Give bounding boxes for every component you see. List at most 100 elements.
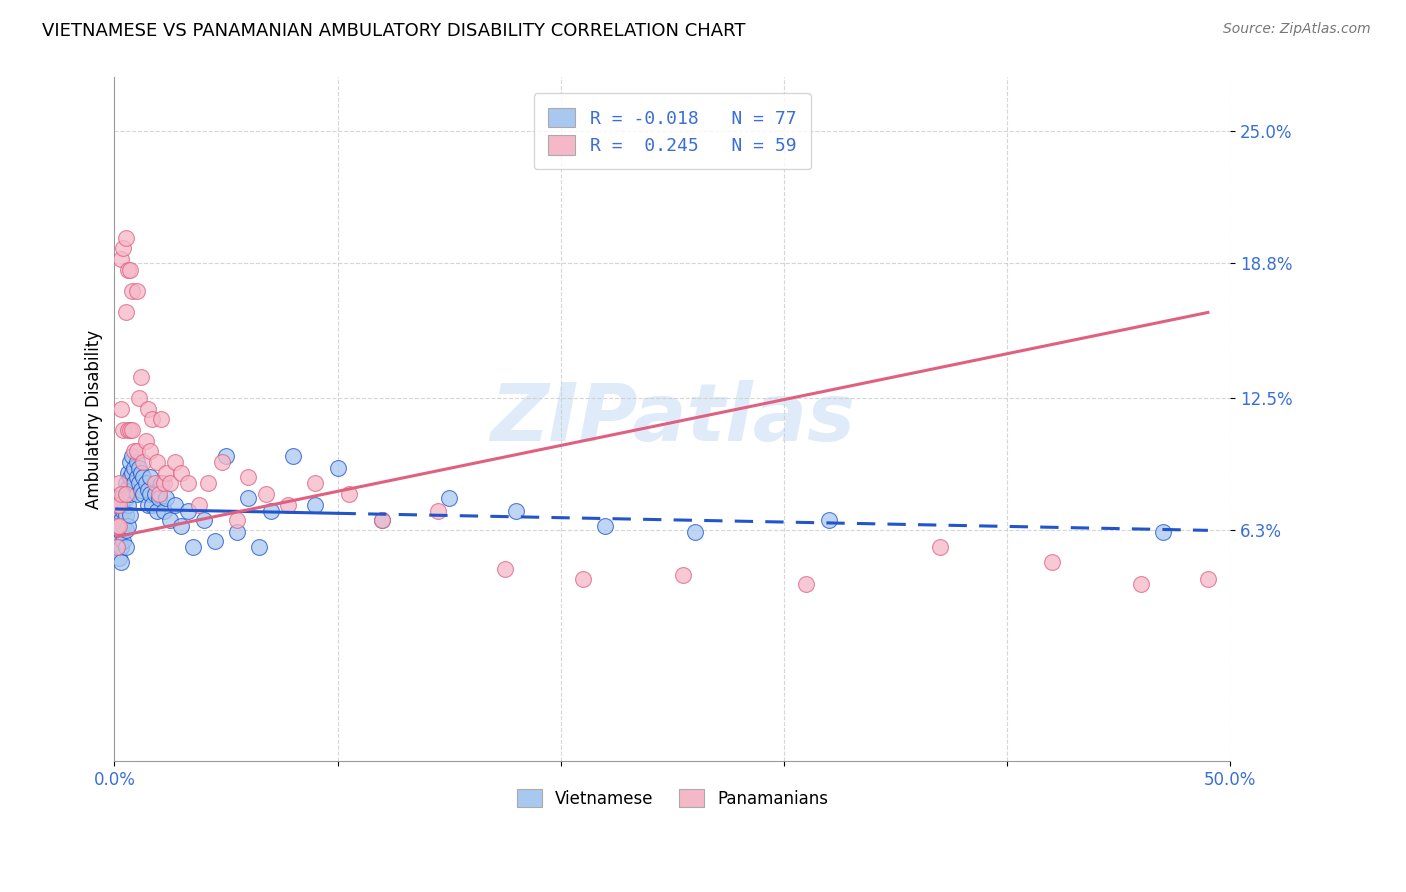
Point xyxy=(683,525,706,540)
Point xyxy=(249,541,271,555)
Point xyxy=(1040,555,1063,569)
Point xyxy=(150,412,173,426)
Point xyxy=(226,513,249,527)
Point xyxy=(118,470,141,484)
Point xyxy=(277,498,299,512)
Point xyxy=(136,498,159,512)
Point xyxy=(672,568,695,582)
Point xyxy=(193,513,215,527)
Point xyxy=(110,487,132,501)
Point xyxy=(118,487,141,501)
Point xyxy=(105,530,128,544)
Point xyxy=(117,423,139,437)
Point xyxy=(114,487,136,501)
Point xyxy=(129,483,152,497)
Point xyxy=(136,483,159,497)
Point xyxy=(112,423,135,437)
Point xyxy=(117,498,139,512)
Point xyxy=(163,498,186,512)
Point xyxy=(105,498,128,512)
Point xyxy=(177,504,200,518)
Point xyxy=(128,476,150,491)
Point xyxy=(117,262,139,277)
Point xyxy=(139,487,162,501)
Y-axis label: Ambulatory Disability: Ambulatory Disability xyxy=(86,330,103,508)
Point xyxy=(238,491,260,506)
Point xyxy=(108,476,131,491)
Text: VIETNAMESE VS PANAMANIAN AMBULATORY DISABILITY CORRELATION CHART: VIETNAMESE VS PANAMANIAN AMBULATORY DISA… xyxy=(42,22,745,40)
Point xyxy=(259,504,281,518)
Point xyxy=(177,476,200,491)
Point xyxy=(238,470,260,484)
Point xyxy=(170,519,193,533)
Point xyxy=(112,241,135,255)
Point xyxy=(337,487,360,501)
Point xyxy=(159,513,181,527)
Point xyxy=(114,305,136,319)
Point xyxy=(108,498,131,512)
Point xyxy=(114,230,136,244)
Point xyxy=(110,541,132,555)
Point xyxy=(105,541,128,555)
Point xyxy=(304,498,326,512)
Point xyxy=(125,487,148,501)
Point xyxy=(110,498,132,512)
Point xyxy=(118,455,141,469)
Point xyxy=(304,476,326,491)
Point xyxy=(110,555,132,569)
Text: ZIPatlas: ZIPatlas xyxy=(489,380,855,458)
Point xyxy=(254,487,277,501)
Point xyxy=(125,444,148,458)
Point xyxy=(929,541,952,555)
Point xyxy=(121,423,143,437)
Point xyxy=(129,369,152,384)
Point xyxy=(114,524,136,538)
Point xyxy=(152,476,174,491)
Point xyxy=(139,470,162,484)
Text: Source: ZipAtlas.com: Source: ZipAtlas.com xyxy=(1223,22,1371,37)
Point xyxy=(117,519,139,533)
Point xyxy=(124,444,146,458)
Point xyxy=(112,534,135,549)
Point xyxy=(226,525,249,540)
Point xyxy=(124,476,146,491)
Point xyxy=(155,466,177,480)
Point xyxy=(108,534,131,549)
Point xyxy=(110,525,132,540)
Point xyxy=(112,504,135,518)
Point xyxy=(794,576,817,591)
Point xyxy=(135,434,157,448)
Point xyxy=(114,476,136,491)
Point xyxy=(146,504,169,518)
Point xyxy=(143,487,166,501)
Point xyxy=(112,487,135,501)
Point xyxy=(817,513,839,527)
Point xyxy=(110,513,132,527)
Point xyxy=(117,466,139,480)
Point xyxy=(427,504,450,518)
Point xyxy=(132,487,155,501)
Point xyxy=(505,504,527,518)
Legend: Vietnamese, Panamanians: Vietnamese, Panamanians xyxy=(510,782,835,814)
Point xyxy=(132,455,155,469)
Point xyxy=(197,476,219,491)
Point xyxy=(136,401,159,416)
Point xyxy=(118,262,141,277)
Point xyxy=(1197,573,1219,587)
Point xyxy=(215,449,238,463)
Point xyxy=(128,461,150,475)
Point xyxy=(125,470,148,484)
Point xyxy=(572,573,595,587)
Point xyxy=(117,481,139,495)
Point xyxy=(281,449,304,463)
Point xyxy=(148,491,170,506)
Point xyxy=(108,551,131,566)
Point xyxy=(150,476,173,491)
Point xyxy=(114,491,136,506)
Point xyxy=(121,284,143,298)
Point xyxy=(105,513,128,527)
Point xyxy=(181,541,204,555)
Point xyxy=(129,466,152,480)
Point xyxy=(163,455,186,469)
Point xyxy=(141,498,163,512)
